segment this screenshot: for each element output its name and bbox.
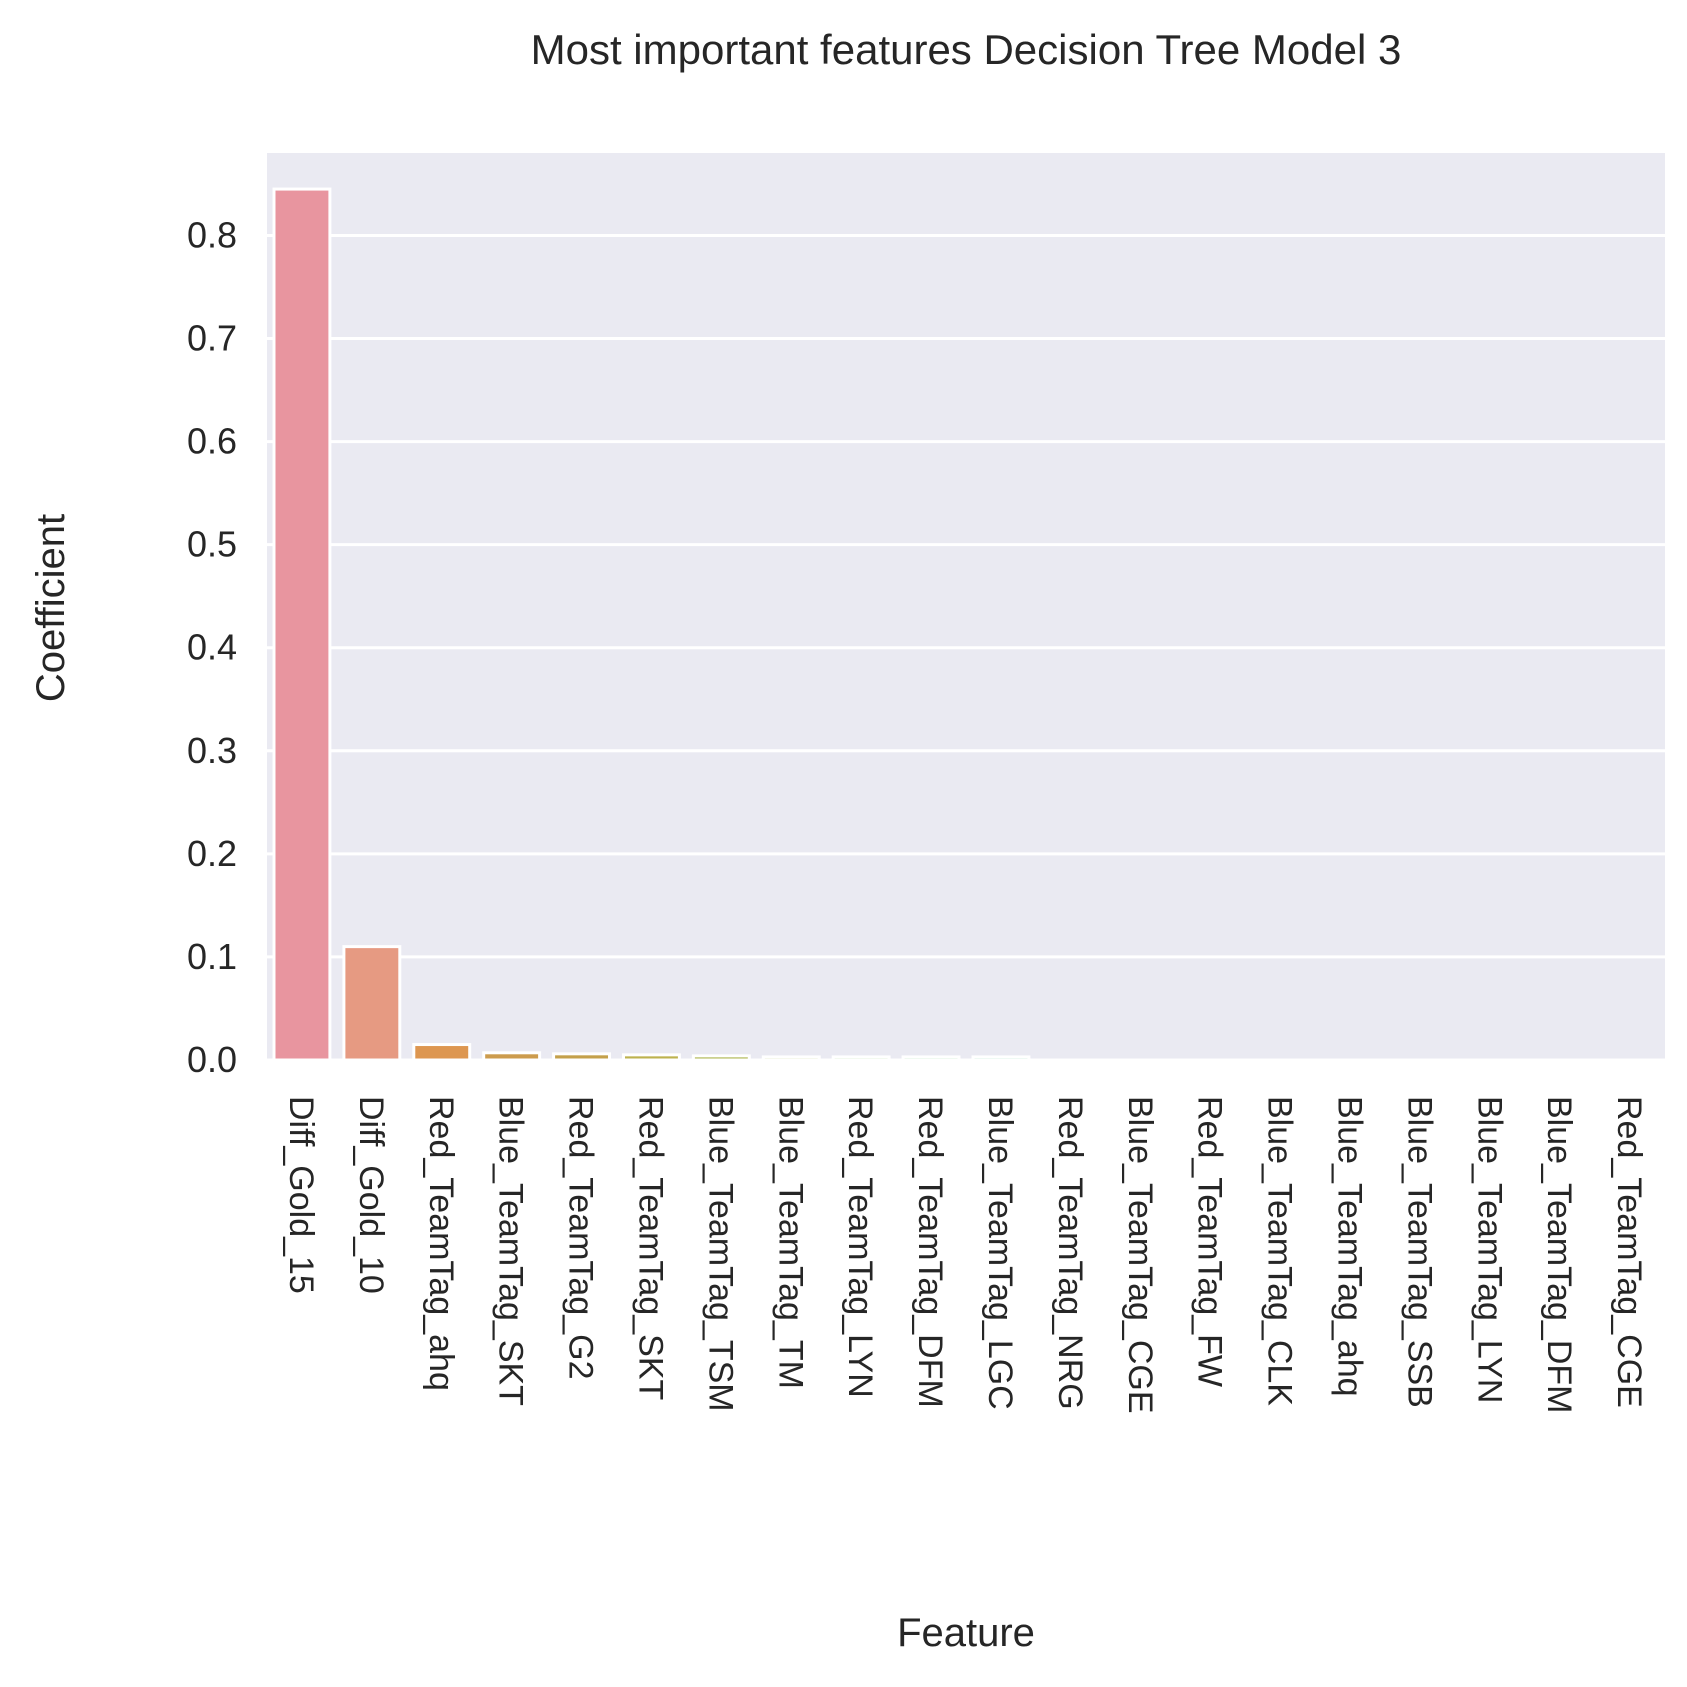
bar-blue-teamtag-tsm <box>691 1054 751 1062</box>
bar-red-teamtag-dfm <box>901 1055 961 1062</box>
x-tick-label: Blue_TeamTag_CLK <box>1261 1096 1299 1406</box>
bar-diff-gold-10 <box>342 945 402 1062</box>
x-tick-label: Blue_TeamTag_CGE <box>1121 1096 1159 1414</box>
bar-red-teamtag-ahq <box>412 1043 472 1062</box>
x-tick-label: Blue_TeamTag_SSB <box>1400 1096 1438 1408</box>
x-tick-label: Blue_TeamTag_DFM <box>1540 1096 1578 1413</box>
x-tick-label: Blue_TeamTag_TSM <box>701 1096 739 1412</box>
bars <box>272 187 1031 1062</box>
y-tick-label: 0.3 <box>187 730 237 771</box>
x-axis-ticks: Diff_Gold_15 Diff_Gold_10 Red_TeamTag_ahq B… <box>282 1096 1648 1414</box>
y-tick-label: 0.8 <box>187 214 237 255</box>
y-tick-label: 0.7 <box>187 318 237 359</box>
x-tick-label: Red_TeamTag_SKT <box>631 1096 669 1400</box>
x-tick-label: Red_TeamTag_NRG <box>1051 1096 1089 1410</box>
x-tick-label: Red_TeamTag_FW <box>1191 1096 1229 1387</box>
x-tick-label: Blue_TeamTag_SKT <box>492 1096 530 1406</box>
x-tick-label: Red_TeamTag_ahq <box>422 1096 460 1391</box>
bar-red-teamtag-skt <box>621 1053 681 1062</box>
bar-diff-gold-15 <box>272 187 332 1062</box>
y-tick-label: 0.6 <box>187 421 237 462</box>
y-axis-label: Coefficient <box>29 514 73 702</box>
y-tick-label: 0.0 <box>187 1039 237 1080</box>
x-tick-label: Red_TeamTag_G2 <box>562 1096 600 1380</box>
y-tick-label: 0.4 <box>187 627 237 668</box>
x-tick-label: Red_TeamTag_DFM <box>911 1096 949 1408</box>
bar-blue-teamtag-lgc <box>971 1055 1031 1062</box>
y-tick-label: 0.1 <box>187 936 237 977</box>
gridlines <box>267 233 1665 1062</box>
plot-area <box>267 153 1665 1060</box>
x-tick-label: Blue_TeamTag_ahq <box>1330 1096 1368 1397</box>
x-tick-label: Diff_Gold_15 <box>282 1096 320 1294</box>
bar-blue-teamtag-skt <box>482 1051 542 1062</box>
bar-red-teamtag-lyn <box>831 1055 891 1062</box>
y-axis-ticks: 0.0 0.1 0.2 0.3 0.4 0.5 0.6 0.7 0.8 <box>187 214 237 1080</box>
x-tick-label: Diff_Gold_10 <box>352 1096 390 1294</box>
y-tick-label: 0.5 <box>187 524 237 565</box>
bar-red-teamtag-g2 <box>552 1052 612 1062</box>
x-tick-label: Red_TeamTag_LYN <box>841 1096 879 1398</box>
bar-blue-teamtag-tm <box>761 1055 821 1062</box>
chart-title: Most important features Decision Tree Mo… <box>531 26 1402 73</box>
y-tick-label: 0.2 <box>187 833 237 874</box>
x-tick-label: Blue_TeamTag_TM <box>771 1096 809 1389</box>
x-tick-label: Blue_TeamTag_LGC <box>981 1096 1019 1410</box>
x-tick-label: Red_TeamTag_CGE <box>1610 1096 1648 1408</box>
x-axis-label: Feature <box>897 1611 1035 1655</box>
x-tick-label: Blue_TeamTag_LYN <box>1470 1096 1508 1403</box>
